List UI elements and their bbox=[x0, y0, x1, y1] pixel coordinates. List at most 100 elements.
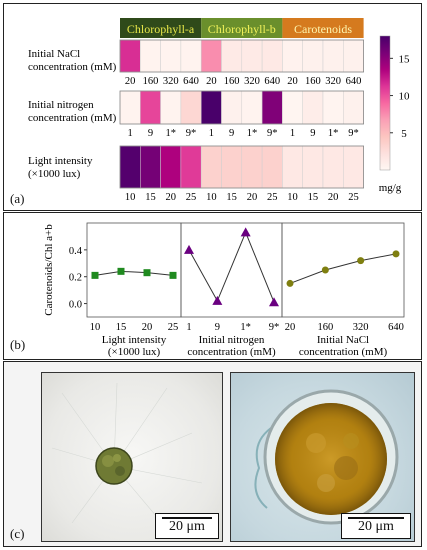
heatmap-tick-label: 9* bbox=[348, 128, 359, 139]
x-tick-label: 1* bbox=[240, 322, 251, 333]
plot-frame bbox=[180, 222, 283, 318]
heatmap-cell bbox=[160, 145, 182, 189]
heatmap-tick-label: 9 bbox=[229, 128, 234, 139]
colorbar-tick-label: 15 bbox=[399, 53, 411, 65]
panel-label-a: (a) bbox=[10, 191, 25, 206]
heatmap-cell bbox=[302, 145, 324, 189]
heatmap-tick-label: 20 bbox=[206, 76, 217, 87]
heatmap-tick-label: 20 bbox=[287, 76, 298, 87]
heatmap-tick-label: 15 bbox=[226, 192, 237, 203]
heatmap-tick-label: 9 bbox=[310, 128, 315, 139]
x-tick-label: 15 bbox=[116, 322, 127, 333]
heatmap-cell bbox=[302, 90, 324, 125]
group-header-label: Carotenoids bbox=[294, 22, 352, 36]
heatmap-cell bbox=[282, 145, 303, 189]
heatmap-figure: Chlorophyll-a Chlorophyll-b Carotenoids In… bbox=[28, 18, 411, 203]
heatmap-tick-label: 1 bbox=[209, 128, 214, 139]
panel-label-c: (c) bbox=[10, 526, 25, 541]
y-tick-label: 0.0 bbox=[69, 300, 82, 311]
data-point bbox=[269, 297, 279, 307]
heatmap-cell bbox=[200, 145, 222, 189]
small-cell-image bbox=[51, 382, 203, 524]
heatmap-row-border bbox=[119, 39, 365, 73]
group-header-label: Chlorophyll-b bbox=[208, 22, 276, 36]
heatmap-tick-label: 1* bbox=[328, 128, 339, 139]
heatmap-tick-label: 20 bbox=[166, 192, 177, 203]
x-tick-label: 25 bbox=[168, 322, 179, 333]
row-label: Light intensity bbox=[28, 155, 93, 167]
line-plots-figure: Carotenoids/Chl a+b 0.0 0.2 0.4 10 15 20 25Ligh… bbox=[43, 222, 405, 358]
heatmap-cell bbox=[343, 145, 364, 189]
micrograph-large-cell: 20 μm bbox=[230, 372, 415, 542]
heatmap-cell bbox=[261, 39, 283, 73]
heatmap-tick-label: 15 bbox=[308, 192, 319, 203]
x-tick-label: 9 bbox=[215, 322, 220, 333]
heatmap-tick-label: 1 bbox=[128, 128, 133, 139]
heatmap-cell bbox=[140, 145, 161, 189]
heatmap-tick-label: 10 bbox=[125, 192, 136, 203]
data-point bbox=[321, 266, 329, 274]
heatmap-tick-label: 1* bbox=[166, 128, 177, 139]
colorbar bbox=[379, 35, 391, 171]
scale-bar-small: 20 μm bbox=[155, 513, 219, 539]
heatmap-cell bbox=[140, 90, 161, 125]
heatmap-tick-label: 320 bbox=[325, 76, 341, 87]
heatmap-tick-label: 1* bbox=[247, 128, 258, 139]
heatmap-tick-label: 25 bbox=[267, 192, 278, 203]
colorbar-tick-label: 10 bbox=[399, 91, 411, 103]
data-point bbox=[286, 279, 294, 287]
heatmap-cell bbox=[261, 145, 283, 189]
heatmap-tick-label: 15 bbox=[145, 192, 156, 203]
heatmap-tick-label: 25 bbox=[348, 192, 359, 203]
panel-a-heatmap: Chlorophyll-a Chlorophyll-b Carotenoids In… bbox=[3, 3, 422, 211]
heatmap-cell bbox=[343, 90, 364, 125]
heatmap-cell bbox=[119, 90, 141, 125]
x-axis-label: concentration (mM) bbox=[299, 346, 388, 358]
data-point bbox=[117, 267, 125, 275]
heatmap-cell bbox=[241, 90, 263, 125]
heatmap-tick-label: 9* bbox=[186, 128, 197, 139]
heatmap-cell bbox=[322, 145, 344, 189]
scale-bar-large: 20 μm bbox=[341, 513, 411, 539]
row-label: Initial nitrogen bbox=[28, 99, 94, 111]
y-tick-label: 0.2 bbox=[69, 273, 82, 284]
heatmap-tick-label: 10 bbox=[287, 192, 298, 203]
x-tick-label: 640 bbox=[388, 322, 404, 333]
heatmap-tick-label: 25 bbox=[186, 192, 197, 203]
heatmap-cell bbox=[119, 145, 141, 189]
data-point bbox=[143, 269, 151, 277]
x-axis-label: concentration (mM) bbox=[187, 346, 276, 358]
data-point bbox=[91, 271, 99, 279]
heatmap-tick-label: 160 bbox=[305, 76, 321, 87]
heatmap-cell bbox=[221, 90, 243, 125]
data-point bbox=[212, 295, 223, 305]
heatmap-cell bbox=[180, 145, 202, 189]
row-label: Initial NaCl bbox=[28, 48, 80, 60]
micrograph-small-cell: 20 μm bbox=[41, 372, 223, 542]
heatmap-cell bbox=[140, 39, 161, 73]
heatmap-cell bbox=[119, 39, 141, 73]
heatmap-tick-label: 160 bbox=[143, 76, 159, 87]
y-axis-label: Carotenoids/Chl a+b bbox=[43, 224, 55, 316]
group-header-bg bbox=[201, 18, 283, 38]
heatmap-tick-label: 640 bbox=[264, 76, 280, 87]
x-tick-label: 20 bbox=[142, 322, 153, 333]
heatmap-tick-label: 20 bbox=[125, 76, 136, 87]
heatmap-tick-label: 320 bbox=[163, 76, 179, 87]
heatmap-tick-label: 640 bbox=[183, 76, 199, 87]
panel-label-b: (b) bbox=[10, 337, 26, 352]
panel-c-micrographs: 20 μm 20 μm (c) bbox=[3, 361, 422, 547]
colorbar-tick-label: 5 bbox=[401, 128, 407, 140]
x-axis-label: Light intensity bbox=[102, 334, 167, 346]
heatmap-tick-label: 10 bbox=[206, 192, 217, 203]
heatmap-cell bbox=[180, 39, 202, 73]
y-tick-label: 0.4 bbox=[69, 246, 83, 257]
heatmap-cell bbox=[180, 90, 202, 125]
heatmap-cell bbox=[282, 90, 303, 125]
heatmap-cell bbox=[282, 39, 303, 73]
heatmap-cell bbox=[221, 145, 243, 189]
heatmap-cell bbox=[322, 90, 344, 125]
x-tick-label: 320 bbox=[353, 322, 369, 333]
row-label: concentration (mM) bbox=[28, 112, 117, 124]
heatmap-tick-label: 160 bbox=[224, 76, 240, 87]
